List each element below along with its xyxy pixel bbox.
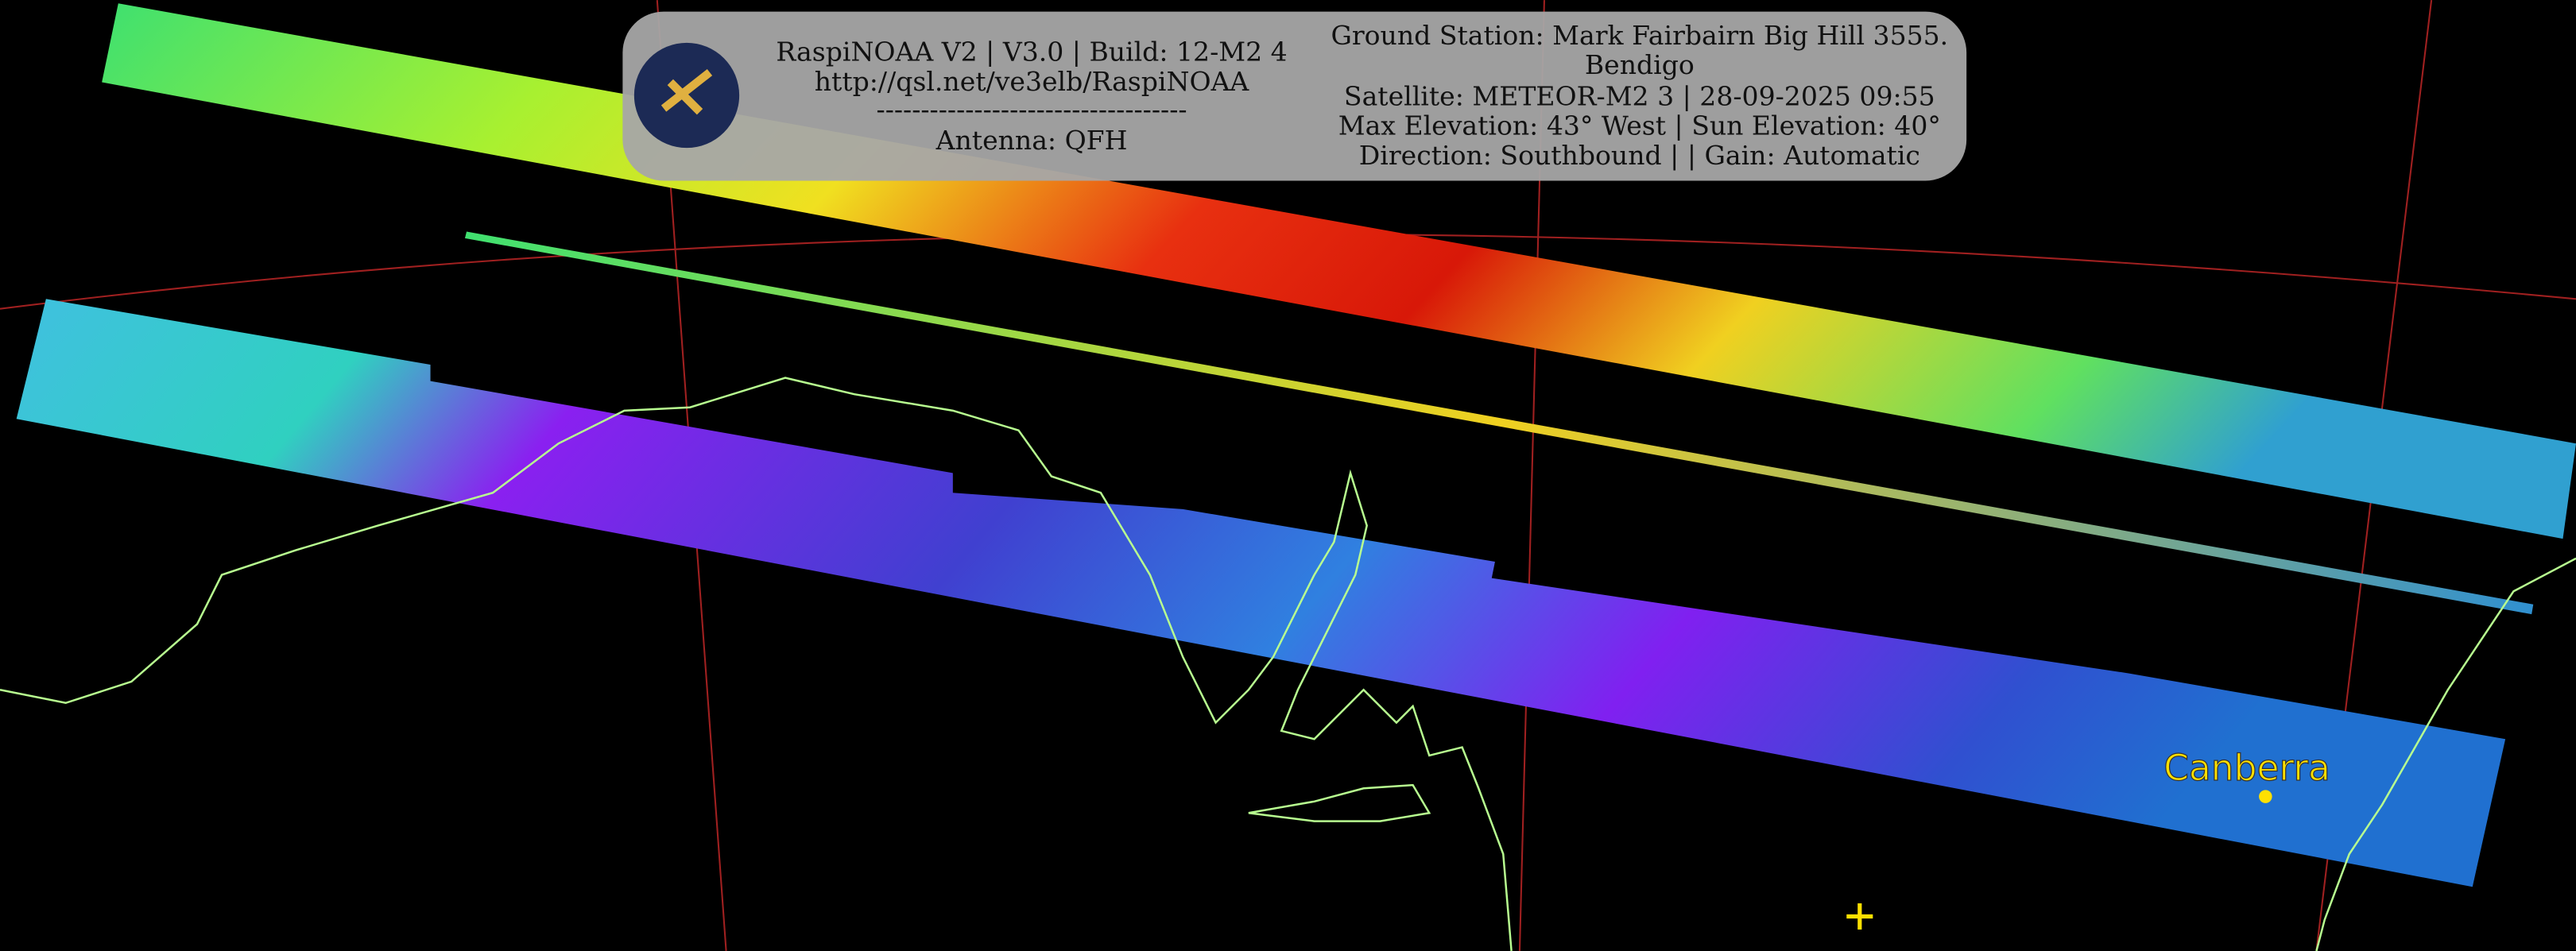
header-line: Max Elevation: 43° West | Sun Elevation:…	[1338, 110, 1941, 141]
logo-icon	[660, 68, 713, 115]
header-line: Satellite: METEOR-M2 3 | 28-09-2025 09:5…	[1344, 80, 1935, 111]
header-line: Antenna: QFH	[935, 125, 1128, 156]
city-label: Canberra	[2163, 747, 2330, 789]
header-line: http://qsl.net/ve3elb/RaspiNOAA	[815, 66, 1250, 97]
header-line: Direction: Southbound | | Gain: Automati…	[1359, 140, 1920, 171]
info-panel	[622, 11, 1967, 181]
header-line: -----------------------------------	[877, 94, 1187, 125]
coastline	[0, 377, 2576, 951]
swath-thin	[464, 231, 2534, 615]
swath-lower	[16, 299, 2506, 887]
header-line: Ground Station: Mark Fairbairn Big Hill …	[1331, 20, 1948, 51]
station-marker	[1846, 903, 1873, 930]
header-line: Bendigo	[1585, 49, 1695, 80]
city-marker	[2259, 790, 2272, 803]
header-line: RaspiNOAA V2 | V3.0 | Build: 12-M2 4	[776, 37, 1287, 68]
